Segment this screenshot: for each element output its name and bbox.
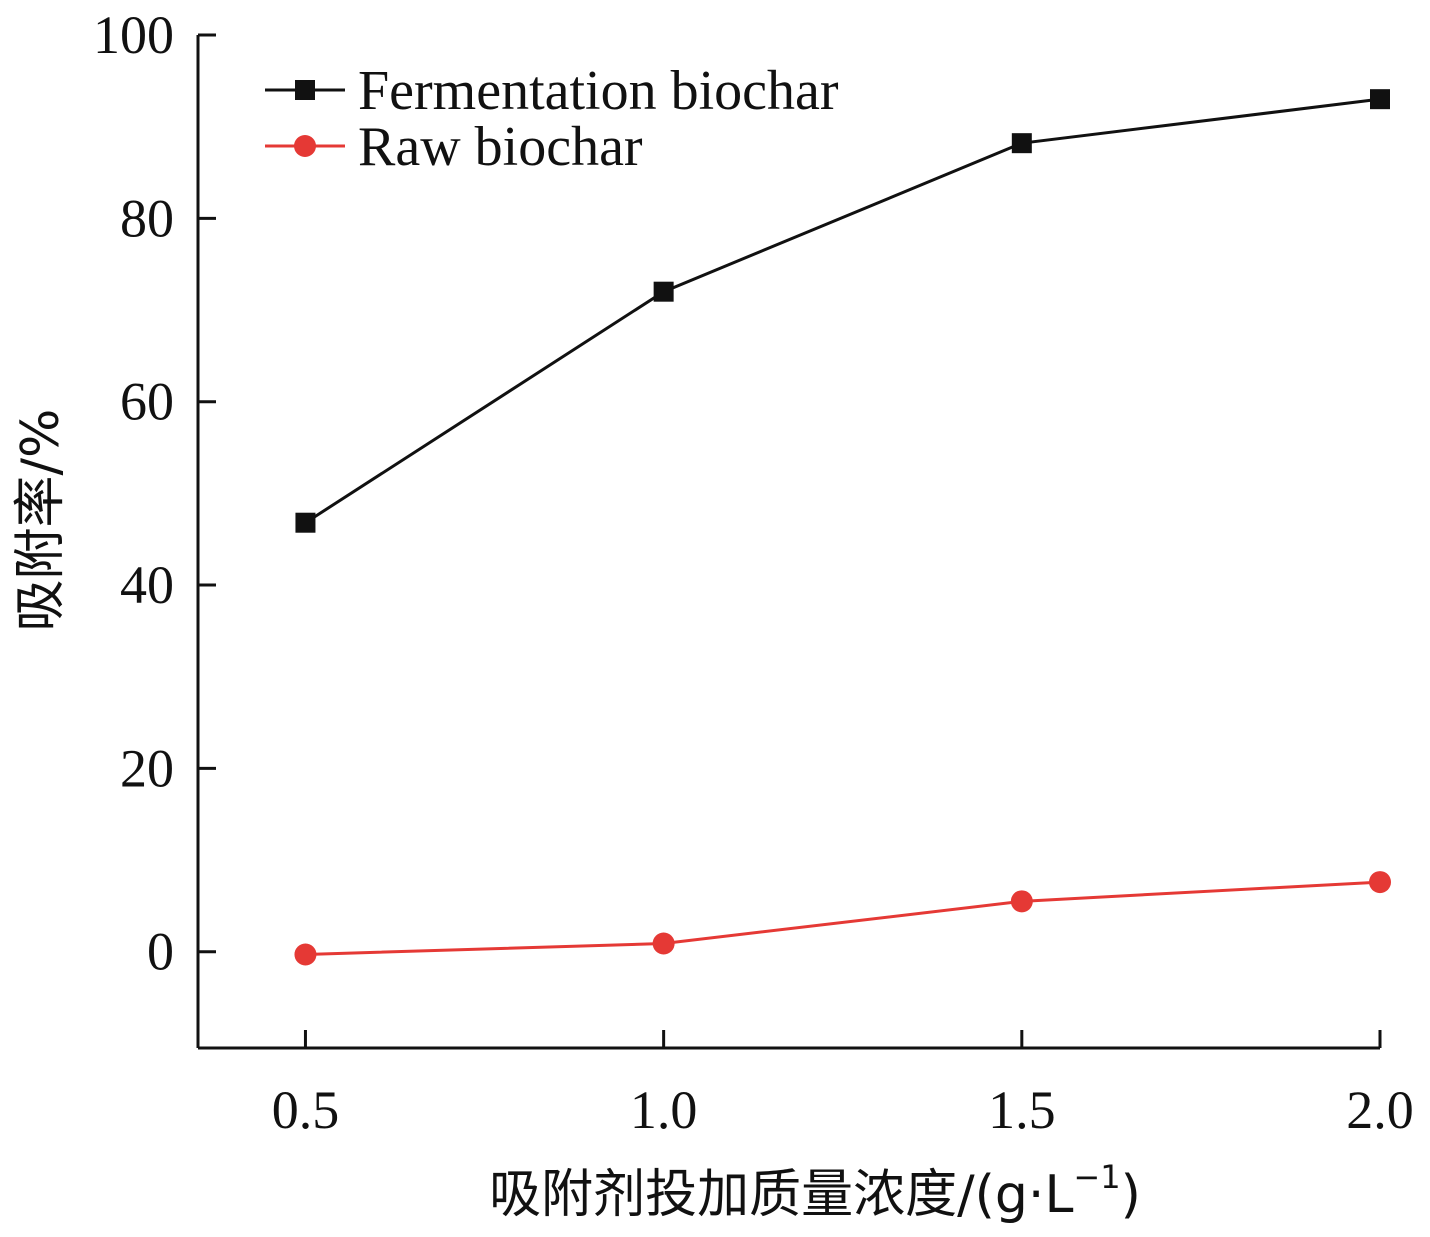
- legend-marker-fermentation-biochar: [295, 80, 315, 100]
- y-axis-title: 吸附率/%: [11, 409, 71, 632]
- fermentation-biochar-point: [1370, 89, 1390, 110]
- y-tick-label: 60: [120, 372, 174, 432]
- y-tick-label: 20: [120, 738, 174, 798]
- x-tick-label: 2.0: [1346, 1080, 1414, 1140]
- fermentation-biochar-point: [1011, 133, 1032, 154]
- fermentation-biochar-line: [304, 97, 1381, 524]
- x-tick-label: 1.0: [630, 1080, 698, 1140]
- y-tick-label: 100: [93, 5, 174, 65]
- fermentation-biochar-point: [295, 512, 316, 533]
- legend-label-fermentation-biochar: Fermentation biochar: [358, 60, 839, 122]
- raw-biochar-point: [1369, 871, 1391, 894]
- y-tick-label: 0: [147, 922, 174, 982]
- series-layer: [294, 89, 1391, 966]
- legend-marker-raw-biochar: [294, 135, 316, 157]
- legend-label-raw-biochar: Raw biochar: [358, 116, 643, 178]
- x-axis-title: 吸附剂投加质量浓度/(g·L−1): [489, 1158, 1141, 1225]
- raw-biochar-line: [305, 880, 1381, 956]
- x-tick-label: 0.5: [272, 1080, 340, 1140]
- y-tick-label: 40: [120, 555, 174, 615]
- raw-biochar-point: [1010, 890, 1033, 913]
- fermentation-biochar-point: [653, 281, 674, 302]
- x-tick-label: 1.5: [988, 1080, 1056, 1140]
- raw-biochar-point: [294, 943, 317, 966]
- y-tick-label: 80: [120, 188, 174, 248]
- raw-biochar-point: [652, 932, 675, 955]
- axes: 0 20 40 60 80 100 0.5 1.0 1.5 2.0: [93, 5, 1414, 1140]
